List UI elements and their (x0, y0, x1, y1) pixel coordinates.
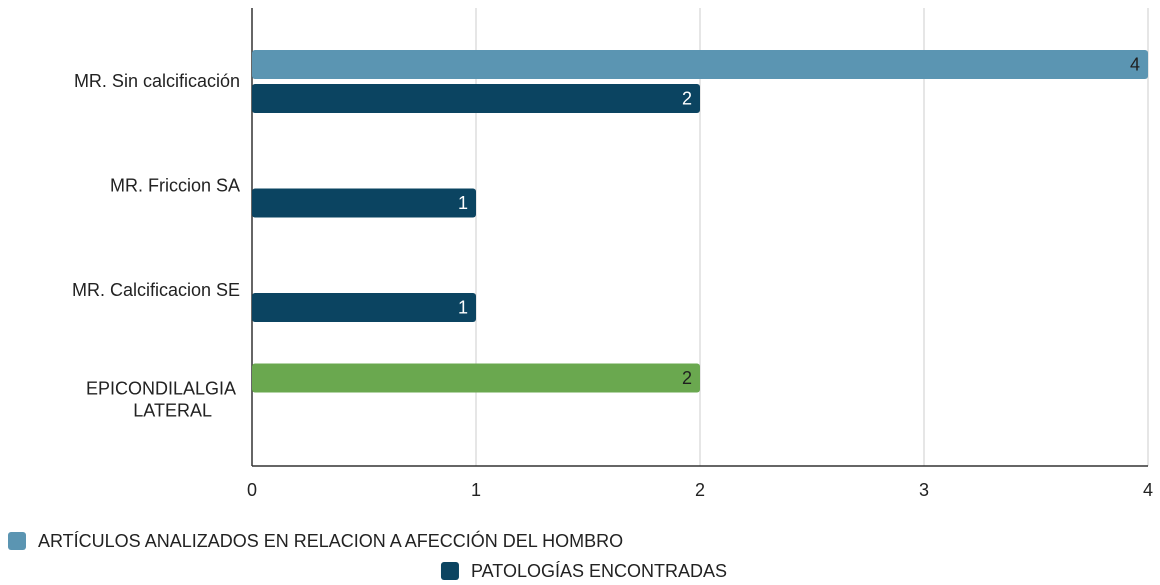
value-label: 4 (1130, 54, 1140, 74)
bar (252, 84, 700, 113)
y-tick-label: MR. Friccion SA (110, 175, 240, 195)
legend-label: ARTÍCULOS ANALIZADOS EN RELACION A AFECC… (38, 530, 623, 551)
value-label: 1 (458, 297, 468, 317)
y-tick-label: MR. Sin calcificación (74, 71, 240, 91)
legend-swatch (440, 562, 459, 580)
y-tick-label: EPICONDILALGIA LATERAL (86, 378, 240, 420)
legend-item: PATOLOGÍAS ENCONTRADAS (440, 561, 727, 581)
legend-label: PATOLOGÍAS ENCONTRADAS (471, 561, 727, 581)
y-tick-label: MR. Calcificacion SE (72, 280, 240, 300)
value-label: 2 (682, 368, 692, 388)
x-tick-label: 2 (695, 480, 705, 500)
legend-item: ARTÍCULOS ANALIZADOS EN RELACION A AFECC… (8, 530, 623, 551)
bar (252, 50, 1148, 79)
legend-swatch (8, 532, 26, 550)
x-tick-label: 1 (471, 480, 481, 500)
value-label: 2 (682, 88, 692, 108)
bar (252, 293, 476, 322)
bar (252, 363, 700, 393)
value-label: 1 (458, 193, 468, 213)
x-tick-label: 0 (247, 480, 257, 500)
x-tick-label: 3 (919, 480, 929, 500)
bar (252, 188, 476, 218)
x-tick-label: 4 (1143, 480, 1153, 500)
